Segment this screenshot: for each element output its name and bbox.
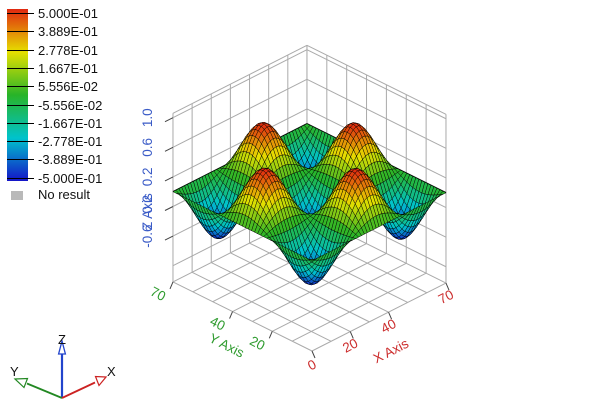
surface-mesh <box>172 121 447 286</box>
legend-tick-label: -2.778E-01 <box>38 134 103 150</box>
grid-line <box>311 350 316 359</box>
tick-label: 0 <box>305 357 319 374</box>
triad-x-arrow <box>61 375 108 399</box>
grid-line <box>306 44 447 115</box>
legend-tick <box>7 177 34 179</box>
tick-label: -0.2 <box>140 195 155 218</box>
legend-tick-label: -1.667E-01 <box>38 115 103 131</box>
tick-label: 20 <box>247 333 267 353</box>
grid-line <box>164 206 174 211</box>
tick-label: 0.6 <box>140 138 155 157</box>
no-result-swatch <box>11 191 23 200</box>
legend-tick <box>7 13 34 14</box>
legend-tick <box>7 86 34 88</box>
grid-line <box>306 108 447 179</box>
triad-z-label: Z <box>58 332 66 347</box>
grid-line <box>164 146 174 152</box>
legend-tick-label: 2.778E-01 <box>38 42 98 58</box>
legend-tick-label: 5.000E-01 <box>38 6 98 21</box>
grid-line <box>172 108 308 178</box>
orientation-triad: Z Y X <box>10 332 116 399</box>
legend-tick-label: -5.556E-02 <box>38 97 103 113</box>
grid-line <box>172 49 308 119</box>
legend-tick-label: 5.556E-02 <box>38 79 98 95</box>
grid-line <box>230 252 370 323</box>
legend-tick-label: -3.889E-01 <box>38 152 103 168</box>
colorbar <box>7 9 28 181</box>
grid-line <box>252 253 387 322</box>
legend-tick <box>7 67 34 69</box>
grid-line <box>311 282 447 352</box>
grid-line <box>169 281 174 290</box>
legend-tick <box>7 141 34 143</box>
x-axis-title: X Axis <box>371 336 411 367</box>
y-axis-title: Y Axis <box>207 330 247 360</box>
grid-line <box>268 331 273 339</box>
grid-line <box>191 271 332 342</box>
legend-tick-label: 3.889E-01 <box>38 24 98 40</box>
legend-tick <box>7 49 34 51</box>
legend-tick <box>7 31 34 33</box>
grid-line <box>164 176 174 182</box>
triad-z-arrow <box>57 338 67 398</box>
grid-line <box>172 44 308 114</box>
grid-line <box>164 235 174 241</box>
legend-tick <box>7 104 34 106</box>
tick-label: 70 <box>436 287 456 307</box>
grid-line <box>306 49 447 120</box>
legend-tick-label: 1.667E-01 <box>38 60 98 76</box>
grid-line <box>172 281 313 352</box>
tick-label: 70 <box>148 284 168 304</box>
triad-x-label: X <box>107 364 116 379</box>
tick-label: -0.6 <box>140 224 155 247</box>
grid-line <box>306 78 447 149</box>
color-legend: 5.000E-01 3.889E-01 2.778E-01 1.667E-01 5.55… <box>7 6 137 208</box>
grid-line <box>291 272 427 342</box>
grid-line <box>272 262 407 332</box>
tick-label: 20 <box>340 335 360 355</box>
legend-tick <box>7 122 34 124</box>
grid-line <box>388 311 393 320</box>
grid-line <box>164 117 174 123</box>
tick-label: 40 <box>208 313 228 333</box>
tick-label: 0.2 <box>140 168 155 187</box>
surface-quad <box>308 258 316 261</box>
legend-tick <box>7 159 34 161</box>
grid-line <box>349 331 354 339</box>
grid-line <box>211 262 351 333</box>
grid-line <box>229 311 234 319</box>
triad-y-arrow <box>13 377 63 399</box>
grid-line <box>445 282 450 291</box>
tick-label: 1.0 <box>140 108 155 127</box>
legend-tick-label: -5.000E-01 <box>38 170 103 186</box>
no-result-label: No result <box>38 187 91 202</box>
grid-line <box>172 78 308 148</box>
z-axis-title: Z Axis <box>140 193 155 230</box>
triad-y-label: Y <box>10 364 19 379</box>
tick-label: 40 <box>378 316 398 336</box>
